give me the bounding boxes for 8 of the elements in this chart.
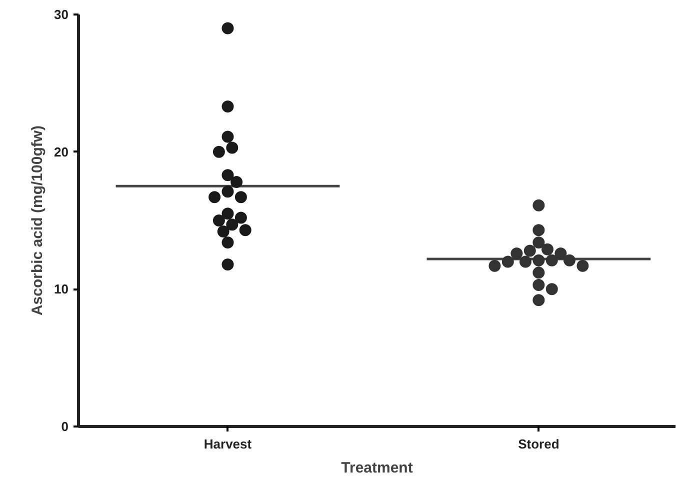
x-tick-label: Harvest	[204, 436, 252, 452]
x-axis-title: Treatment	[341, 460, 413, 476]
y-tick-label: 30	[54, 7, 69, 22]
y-tick-label: 20	[54, 144, 69, 160]
y-tick-label: 10	[54, 282, 69, 297]
y-tick-label: 0	[61, 419, 69, 434]
y-axis-title: Ascorbic acid (mg/100gfw)	[29, 125, 46, 316]
x-tick-label: Stored	[518, 436, 560, 452]
